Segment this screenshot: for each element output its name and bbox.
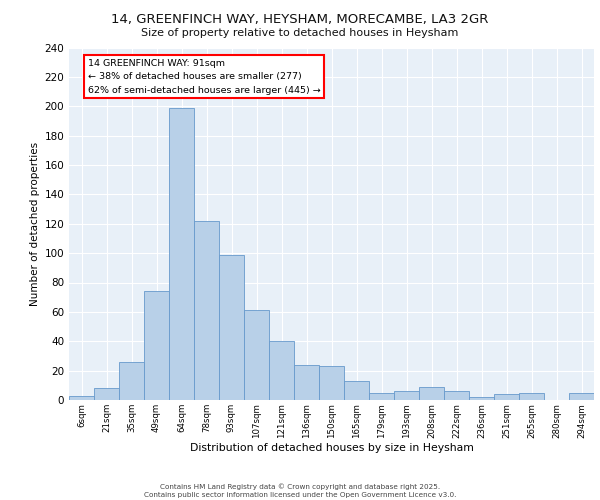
Text: Size of property relative to detached houses in Heysham: Size of property relative to detached ho…: [142, 28, 458, 38]
X-axis label: Distribution of detached houses by size in Heysham: Distribution of detached houses by size …: [190, 443, 473, 453]
Bar: [444, 391, 469, 400]
Text: Contains HM Land Registry data © Crown copyright and database right 2025.
Contai: Contains HM Land Registry data © Crown c…: [144, 483, 456, 498]
Bar: [419, 387, 444, 400]
Bar: [344, 381, 369, 400]
Text: 14, GREENFINCH WAY, HEYSHAM, MORECAMBE, LA3 2GR: 14, GREENFINCH WAY, HEYSHAM, MORECAMBE, …: [112, 12, 488, 26]
Bar: [494, 394, 519, 400]
Bar: [569, 392, 594, 400]
Bar: [244, 310, 269, 400]
Bar: [194, 221, 219, 400]
Bar: [69, 396, 94, 400]
Bar: [519, 392, 544, 400]
Bar: [94, 388, 119, 400]
Bar: [369, 392, 394, 400]
Bar: [219, 254, 244, 400]
Bar: [144, 292, 169, 400]
Bar: [169, 108, 194, 400]
Bar: [394, 391, 419, 400]
Bar: [269, 341, 294, 400]
Y-axis label: Number of detached properties: Number of detached properties: [30, 142, 40, 306]
Text: 14 GREENFINCH WAY: 91sqm
← 38% of detached houses are smaller (277)
62% of semi-: 14 GREENFINCH WAY: 91sqm ← 38% of detach…: [88, 59, 320, 94]
Bar: [294, 365, 319, 400]
Bar: [319, 366, 344, 400]
Bar: [119, 362, 144, 400]
Bar: [469, 397, 494, 400]
